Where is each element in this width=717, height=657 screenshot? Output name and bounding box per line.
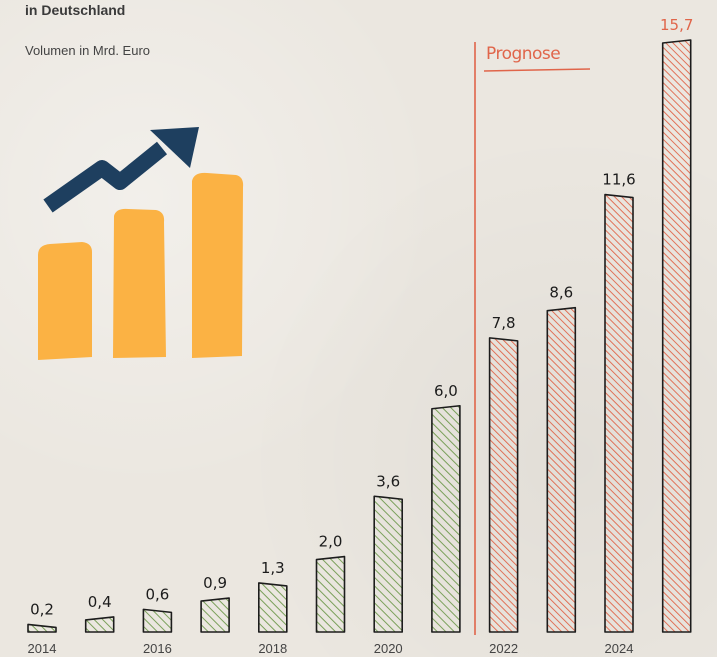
value-label: 0,9 xyxy=(203,574,227,592)
x-tick-label: 2024 xyxy=(605,641,634,656)
actual-bar xyxy=(315,555,346,633)
forecast-bar xyxy=(661,39,692,633)
x-tick-label: 2014 xyxy=(28,641,57,656)
growth-chart-icon xyxy=(38,127,244,360)
value-label: 2,0 xyxy=(319,533,343,551)
actual-bar xyxy=(431,404,461,633)
x-tick-label: 2018 xyxy=(258,641,287,656)
value-label: 3,6 xyxy=(376,472,400,490)
value-label: 11,6 xyxy=(602,171,635,189)
value-label: 7,8 xyxy=(492,314,516,332)
value-label: 6,0 xyxy=(434,382,458,400)
x-tick-labels-group: 2014 2016 2018 2020 2022 2024 xyxy=(28,641,634,656)
actual-bar xyxy=(200,597,230,633)
x-tick-label: 2016 xyxy=(143,641,172,656)
value-label: 1,3 xyxy=(261,559,285,577)
value-label: 0,6 xyxy=(145,585,169,603)
forecast-bar xyxy=(488,337,519,633)
actual-bar xyxy=(373,495,403,633)
value-label: 0,4 xyxy=(88,593,112,611)
x-tick-label: 2022 xyxy=(489,641,518,656)
bars-group xyxy=(27,39,692,633)
forecast-label-underline xyxy=(483,68,591,72)
actual-bar xyxy=(142,608,173,633)
value-label: 8,6 xyxy=(549,284,573,302)
y-axis-label: Volumen in Mrd. Euro xyxy=(25,43,151,58)
actual-bar xyxy=(258,582,288,633)
chart-subtitle: in Deutschland xyxy=(25,2,126,18)
forecast-label: Prognose xyxy=(486,44,561,64)
forecast-bar xyxy=(604,193,634,633)
value-label: 0,2 xyxy=(30,600,54,618)
actual-bar xyxy=(84,616,115,633)
value-label: 15,7 xyxy=(660,16,693,34)
forecast-bar xyxy=(546,306,577,633)
actual-bar xyxy=(27,623,57,633)
value-labels-group: 0,2 0,4 0,6 0,9 1,3 2,0 3,6 6,0 7,8 8,6 11,6 15,7 xyxy=(30,16,693,618)
x-tick-label: 2020 xyxy=(374,641,403,656)
